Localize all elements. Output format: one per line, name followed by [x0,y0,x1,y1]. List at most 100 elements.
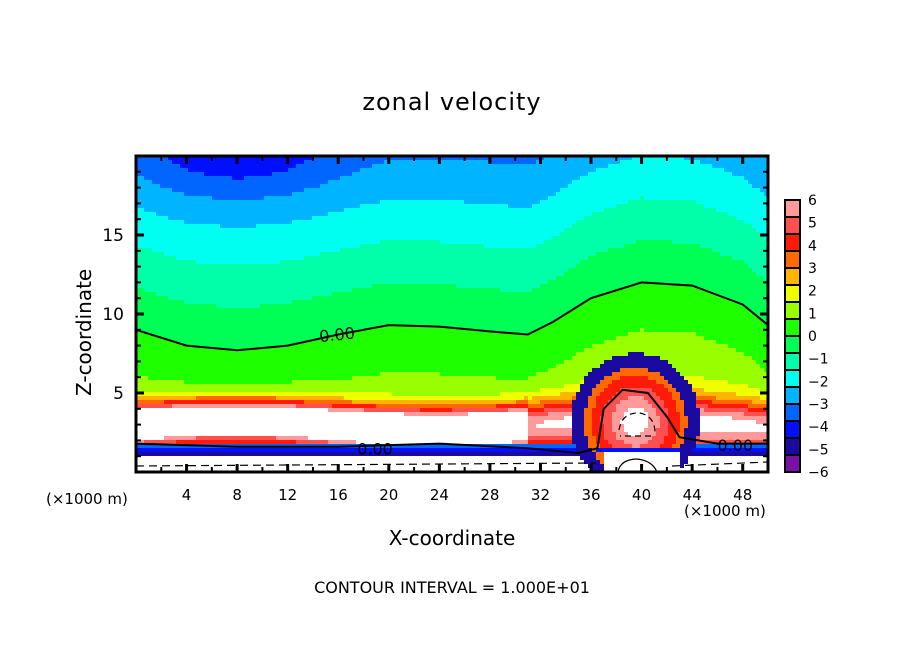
field-cell [360,268,364,272]
field-cell [264,200,268,204]
field-cell [696,244,700,248]
field-cell [480,156,484,160]
field-cell [508,220,512,224]
field-cell [448,228,452,232]
field-cell [388,212,392,216]
field-cell [532,160,536,164]
field-cell [288,176,292,180]
field-cell [320,220,324,224]
field-cell [676,240,680,244]
field-cell [436,244,440,248]
field-cell [348,212,352,216]
field-cell [252,180,256,184]
field-cell [724,256,728,260]
field-cell [160,260,164,264]
field-cell [220,180,224,184]
field-cell [440,156,444,160]
field-cell [164,164,168,168]
field-cell [572,168,576,172]
field-cell [432,196,436,200]
field-cell [524,220,528,224]
field-cell [632,176,636,180]
field-cell [208,244,212,248]
field-cell [164,256,168,260]
field-cell [160,164,164,168]
field-cell [172,244,176,248]
field-cell [452,168,456,172]
field-cell [260,272,264,276]
field-cell [180,276,184,280]
field-cell [456,280,460,284]
field-cell [360,244,364,248]
field-cell [676,176,680,180]
field-cell [472,244,476,248]
field-cell [656,160,660,164]
field-cell [568,252,572,256]
field-cell [168,192,172,196]
field-cell [140,280,144,284]
field-cell [372,252,376,256]
field-cell [412,228,416,232]
field-cell [456,252,460,256]
field-cell [588,208,592,212]
field-cell [372,200,376,204]
field-cell [224,176,228,180]
field-cell [264,216,268,220]
field-cell [424,268,428,272]
field-cell [500,272,504,276]
field-cell [220,268,224,272]
field-cell [288,220,292,224]
field-cell [488,216,492,220]
field-cell [196,232,200,236]
field-cell [344,280,348,284]
field-cell [684,156,688,160]
field-cell [504,276,508,280]
field-cell [364,184,368,188]
field-cell [452,240,456,244]
field-cell [324,260,328,264]
field-cell [324,184,328,188]
field-cell [448,248,452,252]
field-cell [196,204,200,208]
field-cell [324,276,328,280]
field-cell [336,248,340,252]
field-cell [700,240,704,244]
field-cell [232,192,236,196]
field-cell [448,176,452,180]
field-cell [276,256,280,260]
field-cell [504,156,508,160]
field-cell [364,188,368,192]
field-cell [628,200,632,204]
field-cell [168,236,172,240]
field-cell [188,184,192,188]
field-cell [248,248,252,252]
field-cell [264,224,268,228]
field-cell [272,268,276,272]
field-cell [312,196,316,200]
field-cell [492,228,496,232]
field-cell [512,260,516,264]
field-cell [304,188,308,192]
field-cell [744,240,748,244]
field-cell [412,200,416,204]
field-cell [520,212,524,216]
field-cell [536,200,540,204]
field-cell [760,208,764,212]
field-cell [312,212,316,216]
field-cell [364,264,368,268]
field-cell [572,156,576,160]
field-cell [584,276,588,280]
field-cell [580,164,584,168]
field-cell [756,260,760,264]
field-cell [508,244,512,248]
field-cell [592,188,596,192]
field-cell [544,276,548,280]
field-cell [420,192,424,196]
field-cell [744,212,748,216]
field-cell [560,252,564,256]
field-cell [524,264,528,268]
field-cell [664,168,668,172]
field-cell [400,276,404,280]
field-cell [256,236,260,240]
field-cell [308,236,312,240]
